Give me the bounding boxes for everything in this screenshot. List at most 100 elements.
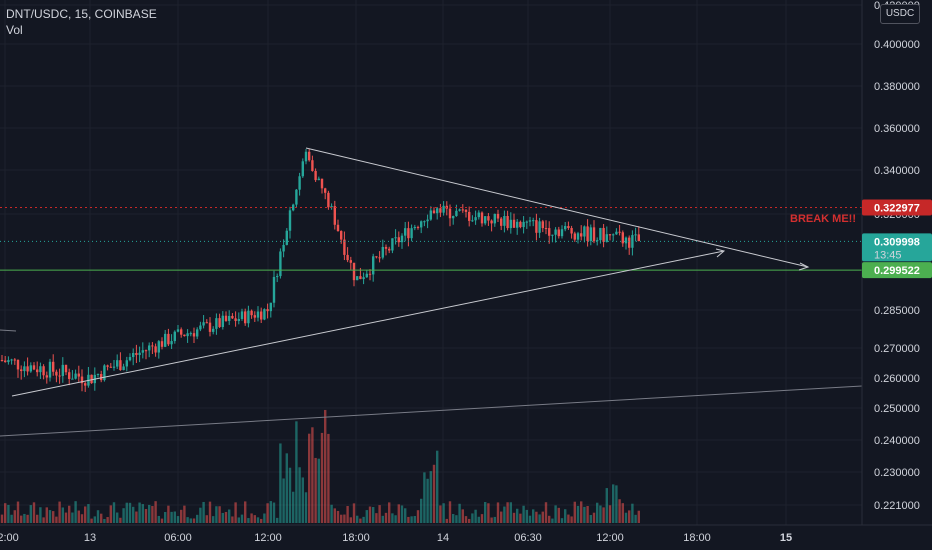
volume-bar <box>58 501 61 523</box>
volume-bar <box>32 502 36 523</box>
volume-bar <box>26 514 29 523</box>
upper-trendline <box>305 147 809 268</box>
candle-body <box>304 151 308 162</box>
candle-body <box>464 209 468 212</box>
candle-body <box>407 228 410 239</box>
candle-body <box>36 369 39 373</box>
volume-bar <box>311 427 314 523</box>
volume-bar <box>602 507 605 523</box>
volume-bar <box>525 509 528 523</box>
candle-body <box>560 229 564 237</box>
candle-body <box>615 231 618 235</box>
candle-body <box>112 366 116 368</box>
candle-body <box>359 276 362 280</box>
volume-bar <box>432 464 436 523</box>
candle-body <box>432 210 436 214</box>
last-price-tag-box <box>862 233 932 262</box>
volume-bar <box>410 516 413 523</box>
candle-body <box>183 334 186 337</box>
candle-body <box>384 246 388 249</box>
candle-body <box>356 276 359 281</box>
candle-body <box>330 206 333 208</box>
currency-label[interactable]: USDC <box>880 4 920 24</box>
candle-body <box>266 309 269 312</box>
volume-bar <box>71 512 74 523</box>
candle-body <box>282 244 285 252</box>
candle-body <box>452 216 455 219</box>
volume-bar <box>480 514 484 523</box>
volume-label[interactable]: Vol <box>6 23 23 37</box>
volume-bar <box>128 502 132 523</box>
volume-bar <box>503 506 506 523</box>
volume-bar <box>608 505 612 523</box>
volume-bar <box>500 511 503 523</box>
volume-bar <box>442 503 445 523</box>
candle-body <box>580 233 583 237</box>
volume-bar <box>493 516 496 523</box>
candle-body <box>490 220 493 224</box>
candle-body <box>100 374 103 381</box>
volume-bar <box>340 514 343 523</box>
candle-body <box>397 237 400 243</box>
time-tick-label: 13 <box>84 532 96 544</box>
candle-body <box>196 329 199 337</box>
price-tick-label: 0.240000 <box>874 435 920 447</box>
candle-body <box>164 333 167 347</box>
break-me-annotation: BREAK ME!! <box>790 213 856 225</box>
volume-bar <box>448 501 452 523</box>
volume-bar <box>42 517 45 523</box>
volume-bar <box>295 421 298 523</box>
volume-bar <box>48 510 52 523</box>
volume-bar <box>87 504 90 523</box>
candle-body <box>548 228 551 236</box>
volume-bar <box>244 501 247 523</box>
candle-body <box>151 345 154 347</box>
candle-body <box>128 357 132 361</box>
time-axis[interactable]: 12:00 13 06:00 12:00 18:00 14 06:30 12:00 18:00 1… <box>0 524 932 544</box>
candle-body <box>103 365 106 381</box>
volume-bar <box>528 515 532 523</box>
candle-body <box>509 219 512 229</box>
candle-body <box>404 228 407 236</box>
candle-body <box>506 215 509 229</box>
volume-bar <box>263 513 266 523</box>
volume-bar <box>234 502 237 523</box>
candle-body <box>125 360 128 367</box>
volume-bar <box>426 478 429 523</box>
symbol-title[interactable]: DNT/USDC, 15, COINBASE <box>6 7 157 21</box>
volume-bar <box>45 507 48 523</box>
candle-body <box>480 212 484 224</box>
volume-bar <box>519 513 522 523</box>
volume-bar <box>135 511 138 523</box>
candle-body <box>583 226 586 237</box>
candle-body <box>202 322 205 326</box>
volume-bar <box>266 503 269 523</box>
time-tick-label: 15 <box>780 532 792 544</box>
candle-body <box>285 230 288 245</box>
volume-bar <box>80 514 84 523</box>
volume-bar <box>548 515 551 523</box>
volume-bar <box>176 516 180 523</box>
candle-body <box>423 221 426 223</box>
candle-body <box>368 273 372 275</box>
upper-arrowhead <box>798 262 810 271</box>
price-tick-label: 0.285000 <box>874 305 920 317</box>
volume-bar <box>618 499 621 523</box>
candle-body <box>272 276 276 303</box>
volume-bar <box>544 502 548 523</box>
volume-bar <box>218 506 221 523</box>
candle-body <box>74 373 77 379</box>
volume-bar <box>148 504 151 523</box>
volume-bar <box>468 518 471 523</box>
candle-body <box>141 350 144 353</box>
candle-body <box>458 209 461 211</box>
volume-bar <box>324 409 327 523</box>
volume-bar <box>471 513 474 523</box>
candle-body <box>340 231 343 240</box>
candle-body <box>420 221 423 228</box>
volume-bar <box>605 488 608 523</box>
volume-bar <box>64 512 68 523</box>
candle-body <box>205 322 208 324</box>
volume-bar <box>183 505 186 523</box>
